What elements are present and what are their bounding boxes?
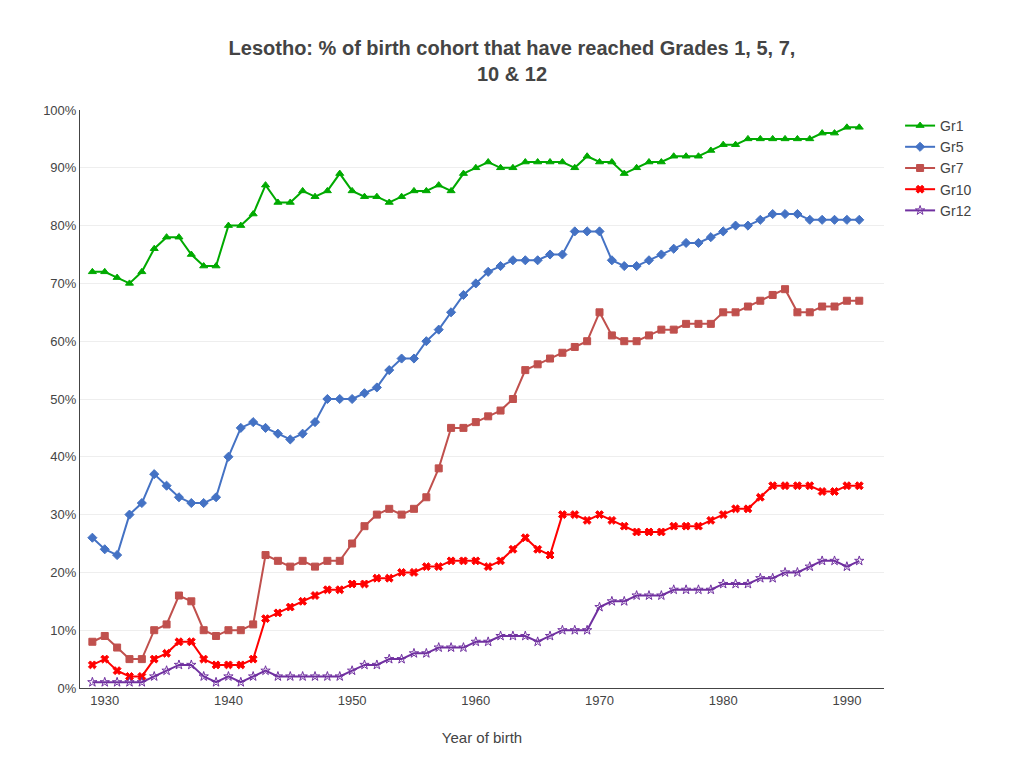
svg-text:Gr7: Gr7	[940, 160, 964, 176]
svg-text:1990: 1990	[832, 693, 861, 708]
svg-text:60%: 60%	[50, 334, 76, 349]
svg-text:100%: 100%	[43, 103, 77, 118]
svg-text:40%: 40%	[50, 449, 76, 464]
svg-text:10%: 10%	[50, 623, 76, 638]
svg-text:50%: 50%	[50, 392, 76, 407]
svg-text:Gr12: Gr12	[940, 203, 971, 219]
svg-text:80%: 80%	[50, 218, 76, 233]
svg-text:1930: 1930	[90, 693, 119, 708]
svg-text:30%: 30%	[50, 507, 76, 522]
svg-text:Gr5: Gr5	[940, 139, 964, 155]
svg-text:Gr1: Gr1	[940, 118, 964, 134]
svg-text:70%: 70%	[50, 276, 76, 291]
svg-text:Year of birth: Year of birth	[442, 729, 522, 746]
svg-text:1970: 1970	[585, 693, 614, 708]
svg-text:1960: 1960	[461, 693, 490, 708]
svg-text:20%: 20%	[50, 565, 76, 580]
svg-text:90%: 90%	[50, 160, 76, 175]
svg-text:1950: 1950	[338, 693, 367, 708]
svg-text:0%: 0%	[58, 681, 77, 696]
svg-text:1940: 1940	[214, 693, 243, 708]
svg-text:1980: 1980	[709, 693, 738, 708]
svg-text:Lesotho: % of birth cohort tha: Lesotho: % of birth cohort that have rea…	[229, 37, 796, 85]
svg-text:Gr10: Gr10	[940, 182, 971, 198]
